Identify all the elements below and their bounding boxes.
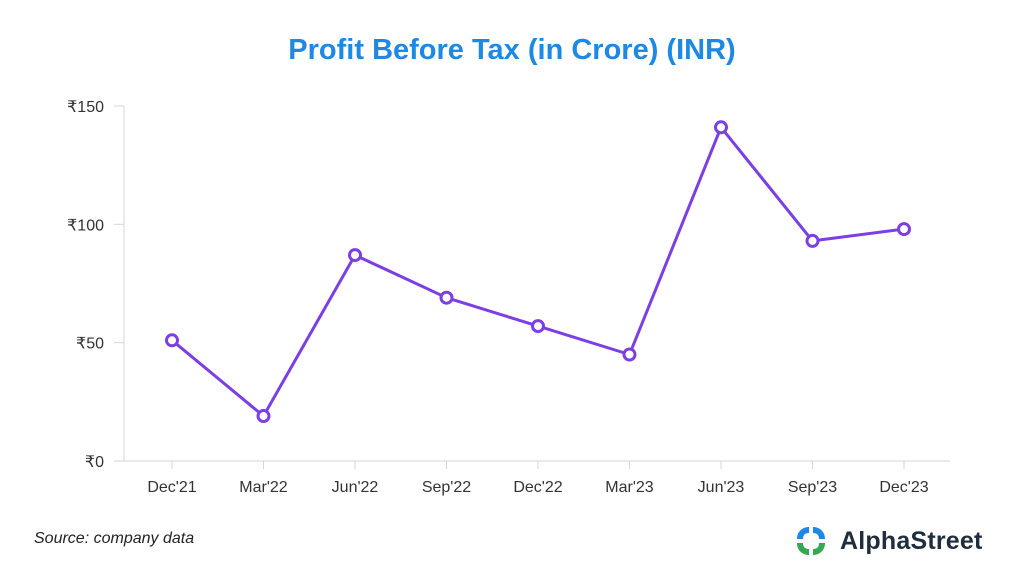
data-points [165, 120, 911, 424]
brand-logo: AlphaStreet [794, 524, 983, 558]
chart-title: Profit Before Tax (in Crore) (INR) [288, 34, 736, 66]
data-point [714, 120, 728, 135]
x-tick-label: Jun'23 [698, 479, 745, 496]
data-point [165, 333, 179, 348]
source-note: Source: company data [34, 530, 195, 547]
alphastreet-logo-icon [797, 527, 825, 555]
data-point [256, 409, 271, 424]
x-tick-label: Mar'23 [605, 479, 654, 496]
y-tick-label: ₹100 [67, 217, 104, 234]
x-tick-label: Dec'21 [147, 479, 196, 496]
x-tick-label: Jun'22 [332, 479, 379, 496]
data-point [439, 290, 454, 305]
y-tick-label: ₹150 [67, 99, 104, 116]
data-point [531, 319, 545, 334]
brand-name: AlphaStreet [840, 526, 983, 555]
x-tick-label: Dec'22 [513, 479, 562, 496]
y-axis-ticks: ₹0 ₹50 ₹100 ₹150 [67, 99, 124, 471]
data-point [897, 222, 911, 237]
series-line [171, 125, 905, 418]
y-tick-label: ₹0 [85, 454, 104, 471]
x-tick-label: Sep'22 [422, 479, 471, 496]
x-tick-label: Sep'23 [788, 479, 837, 496]
x-tick-label: Mar'22 [239, 479, 288, 496]
data-point [348, 248, 362, 263]
data-point [622, 347, 637, 362]
x-tick-label: Dec'23 [879, 479, 928, 496]
x-axis-ticks: Dec'21 Mar'22 Jun'22 Sep'22 Dec'22 Mar'23 Jun'… [147, 461, 929, 496]
y-tick-label: ₹50 [76, 336, 104, 353]
data-point [805, 233, 820, 248]
